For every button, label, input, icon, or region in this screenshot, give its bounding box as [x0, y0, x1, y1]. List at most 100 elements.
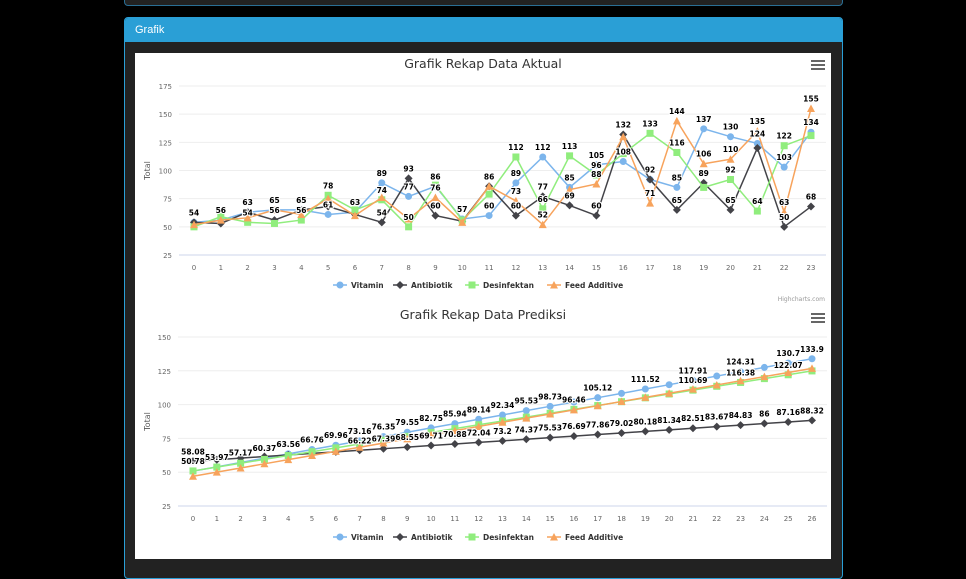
data-label: 93: [403, 164, 413, 173]
x-tick-label: 1: [215, 515, 219, 523]
legend-item-antibiotik[interactable]: Antibiotik: [393, 281, 454, 290]
data-point: [512, 153, 520, 161]
data-label: 77: [403, 182, 413, 191]
data-point: [618, 389, 626, 397]
x-tick-label: 7: [357, 515, 361, 523]
data-point: [212, 455, 221, 464]
data-point: [355, 443, 364, 451]
data-point: [485, 190, 493, 198]
data-point: [780, 208, 789, 216]
legend-symbol: [550, 281, 558, 289]
data-label: 63.56: [276, 440, 300, 449]
data-point: [808, 364, 816, 372]
data-label: 89.14: [467, 405, 491, 414]
x-tick-label: 21: [753, 264, 762, 272]
data-label: 92: [645, 166, 655, 175]
data-point: [284, 452, 292, 460]
x-tick-label: 0: [191, 515, 195, 523]
data-label: 57: [457, 205, 467, 214]
data-labels: 50.78 53.97 57.17 60.37 63.56 66.76 69.96 73.16…: [180, 344, 825, 467]
data-label: 111.52: [631, 375, 660, 384]
x-tick-label: 0: [192, 264, 196, 272]
data-label: 65: [725, 196, 735, 205]
legend-item-vitamin[interactable]: Vitamin: [333, 281, 384, 290]
data-label: 116.38: [726, 368, 755, 377]
x-tick-label: 17: [646, 264, 655, 272]
data-point: [780, 142, 788, 150]
data-label: 89: [698, 169, 708, 178]
legend-label: Feed Additive: [565, 281, 623, 290]
data-label: 85: [672, 173, 682, 182]
data-label: 137: [696, 115, 712, 124]
credits-link[interactable]: Highcharts.com: [778, 296, 825, 303]
data-label: 155: [803, 95, 819, 104]
data-label: 92.34: [491, 401, 515, 410]
x-tick-label: 18: [617, 515, 626, 523]
legend-item-feed-additive[interactable]: Feed Additive: [547, 533, 623, 542]
legend-item-feed-additive[interactable]: Feed Additive: [547, 281, 623, 290]
x-tick-label: 13: [538, 264, 547, 272]
data-label: 130.7: [776, 349, 800, 358]
data-point: [726, 205, 735, 214]
x-tick-label: 4: [286, 515, 291, 523]
y-tick-label: 100: [159, 168, 172, 176]
data-label: 98.73: [538, 392, 562, 401]
series-line: [193, 132, 812, 229]
panel-title: Grafik: [125, 18, 842, 42]
data-point: [753, 143, 762, 152]
data-label: 50: [779, 213, 789, 222]
data-label: 122.07: [774, 361, 803, 370]
data-point: [688, 424, 697, 433]
x-tick-label: 7: [380, 264, 384, 272]
legend-item-antibiotik[interactable]: Antibiotik: [393, 533, 454, 542]
data-point: [189, 457, 197, 466]
data-point: [617, 397, 626, 406]
data-label: 53.97: [205, 453, 229, 462]
legend-symbol: [550, 533, 558, 541]
x-tick-label: 12: [474, 515, 483, 523]
legend-item-desinfektan[interactable]: Desinfektan: [465, 533, 534, 542]
chart-menu-icon[interactable]: [811, 313, 825, 325]
data-point: [689, 376, 697, 384]
data-label: 60: [591, 202, 601, 211]
data-point: [475, 415, 483, 423]
data-label: 65: [269, 196, 279, 205]
legend-item-vitamin[interactable]: Vitamin: [333, 533, 384, 542]
data-point: [539, 153, 547, 161]
x-tick-label: 2: [245, 264, 249, 272]
data-point: [404, 214, 413, 223]
legend-item-desinfektan[interactable]: Desinfektan: [465, 281, 534, 290]
data-point: [270, 205, 279, 214]
data-point: [378, 179, 386, 187]
chart-menu-icon[interactable]: [811, 60, 825, 72]
data-label: 84.83: [729, 411, 753, 420]
series-feed-additive: [189, 364, 816, 480]
data-label: 63: [350, 198, 360, 207]
data-label: 96: [591, 161, 601, 170]
data-label: 69.96: [324, 431, 348, 440]
series-line: [193, 108, 812, 226]
data-label: 50.78: [181, 457, 205, 466]
series-line: [193, 132, 812, 229]
data-point: [712, 380, 721, 389]
data-label: 124: [750, 129, 766, 138]
data-point: [297, 216, 305, 224]
data-label: 83.67: [705, 413, 729, 422]
x-tick-label: 24: [760, 515, 769, 523]
data-label: 68: [806, 193, 816, 202]
data-point: [260, 455, 268, 463]
data-point: [189, 467, 197, 475]
data-label: 82.51: [681, 414, 705, 423]
x-tick-label: 8: [381, 515, 385, 523]
data-point: [673, 148, 681, 156]
data-label: 69: [564, 191, 574, 200]
data-label: 116: [669, 138, 685, 147]
data-label: 135: [750, 117, 766, 126]
data-point: [699, 159, 708, 168]
data-point: [593, 430, 602, 439]
x-tick-label: 25: [784, 515, 793, 523]
data-label: 89: [377, 169, 387, 178]
data-point: [592, 171, 600, 179]
data-point: [297, 205, 306, 214]
data-label: 56: [269, 206, 279, 215]
